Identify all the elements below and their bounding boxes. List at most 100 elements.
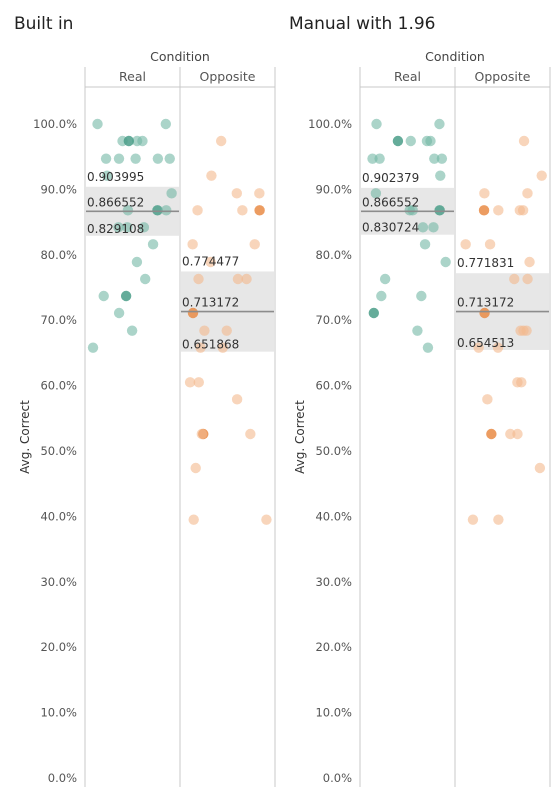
data-point [522,273,533,285]
data-point [479,307,490,319]
data-point [419,239,431,250]
data-point [195,342,206,353]
y-tick-label: 90.0% [315,182,352,196]
y-tick-label: 40.0% [40,509,77,523]
data-point [231,394,243,405]
data-point [196,428,208,440]
y-tick-label: 50.0% [315,444,352,458]
data-point [368,307,380,319]
data-point [187,239,198,250]
data-point [131,256,143,268]
data-point [113,307,125,319]
data-point [512,428,523,440]
data-point [166,188,177,199]
data-point [122,205,134,216]
data-point [164,153,175,164]
data-point [440,256,451,268]
condition-header: Condition [150,49,210,64]
data-point [152,205,163,216]
data-point [126,325,138,336]
y-tick-label: 60.0% [40,379,77,393]
ci-lower-label: 0.830724 [362,221,419,235]
data-point [98,290,109,302]
data-point [206,170,217,181]
data-point [237,205,248,216]
y-tick-label: 40.0% [315,509,352,523]
data-point [254,188,265,199]
data-point [370,188,382,199]
data-point [422,342,434,353]
data-point [241,273,252,285]
y-tick-label: 20.0% [315,640,352,654]
y-tick-label: 0.0% [323,771,352,785]
data-point [188,514,199,525]
data-point [261,514,272,525]
data-point [152,153,164,164]
data-point [193,377,204,388]
data-point [460,239,471,250]
data-point [536,170,547,181]
category-label: Real [119,69,146,84]
ci-lower-label: 0.829108 [87,222,144,236]
data-point [100,153,112,164]
data-point [374,153,385,164]
y-tick-label: 30.0% [315,575,352,589]
data-point [493,205,504,216]
data-point [249,239,260,250]
data-point [492,342,504,353]
data-point [138,222,150,233]
y-axis-label: Avg. Correct [18,400,32,474]
data-point [113,222,124,233]
data-point [101,170,113,181]
data-point [505,428,516,440]
data-point [479,188,490,199]
data-point [421,135,433,147]
data-point [161,205,172,216]
data-point [493,514,504,525]
data-point [435,170,446,181]
y-tick-label: 20.0% [40,640,77,654]
y-tick-label: 70.0% [315,313,352,327]
data-point [407,205,418,216]
y-tick-label: 100.0% [308,117,352,131]
y-tick-label: 10.0% [40,706,77,720]
data-point [482,394,493,405]
category-label: Opposite [200,69,256,84]
data-point [217,342,229,353]
data-point [130,153,141,164]
data-point [367,153,378,164]
data-point [436,153,448,164]
y-tick-label: 70.0% [40,313,77,327]
data-point [137,135,148,147]
data-point [187,307,199,319]
chart-title: Built in [14,14,74,34]
chart-panel-built-in: Built in Condition Real Opposite 0.0% 10.0% 2… [14,14,276,787]
data-point [199,325,210,336]
data-point [140,273,151,285]
data-point [113,153,125,164]
y-tick-label: 50.0% [40,444,77,458]
data-point [232,273,244,285]
category-label: Real [394,69,421,84]
condition-header: Condition [425,49,485,64]
data-point [515,325,526,336]
data-point [215,135,227,147]
ci-lower-label: 0.654513 [457,336,514,350]
data-point [379,273,391,285]
data-point [160,118,172,130]
data-point [473,342,484,353]
mean-label: 0.713172 [182,296,239,310]
data-point [147,239,159,250]
chart-svg: Condition Real Opposite 0.0% 10.0% 20.0% 30.0%… [18,49,276,787]
category-label: Opposite [475,69,531,84]
data-point [120,290,132,302]
ci-upper-label: 0.771831 [457,256,514,270]
data-point [412,325,423,336]
y-tick-label: 100.0% [33,117,77,131]
data-point [428,222,439,233]
data-point [371,118,382,130]
mean-label: 0.866552 [362,195,419,209]
data-point [405,135,416,147]
data-point [254,205,265,216]
data-point [92,118,103,130]
